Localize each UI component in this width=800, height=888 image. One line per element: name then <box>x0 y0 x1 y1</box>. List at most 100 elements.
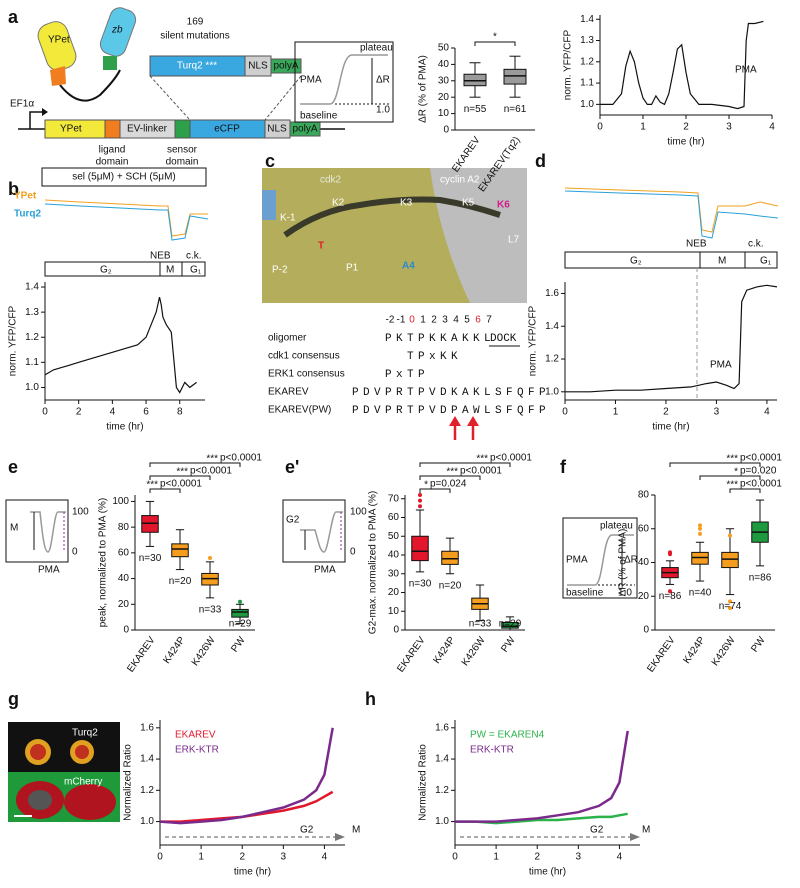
label: sensor <box>167 145 198 156</box>
x-tick-label: EKAREV <box>125 635 157 675</box>
ligand-shape <box>50 66 66 86</box>
seq-position: 6 <box>475 315 481 326</box>
legend-label: Turq2 <box>14 209 41 220</box>
label: PMA <box>300 75 322 86</box>
cell-nucleus <box>30 744 46 760</box>
structure: cdk2 cyclin A2 K-1 K2 K3 K5 K6 T P-2 P1 … <box>262 168 527 303</box>
label: M <box>166 265 174 276</box>
y-axis-label: norm. YFP/CFP <box>563 29 574 100</box>
y-tick-label: 1.2 <box>545 354 559 365</box>
label: YPet <box>60 124 82 135</box>
label: silent mutations <box>160 31 229 42</box>
label: K3 <box>400 198 413 209</box>
y-tick-label: 1.4 <box>580 14 594 25</box>
seq-position: 7 <box>486 315 492 326</box>
inset: plateau PMA ΔR 1.0 baseline <box>562 517 638 599</box>
n-label: n=86 <box>749 573 772 584</box>
bracket <box>729 488 761 493</box>
x-axis-label: time (hr) <box>529 867 566 878</box>
series-line <box>159 727 334 825</box>
annotation: G2 <box>590 825 604 836</box>
x-tick-label: 2 <box>683 122 689 133</box>
bracket <box>419 475 481 480</box>
seq-row-sequence: PxTP <box>385 369 429 381</box>
inset-curve <box>300 511 343 553</box>
x-axis-label: time (hr) <box>234 867 271 878</box>
bracket-label: p<0.0001 <box>740 479 782 490</box>
x-tick-label: K426W <box>460 634 488 668</box>
bracket-stars: *** <box>476 454 488 465</box>
label: ligand <box>99 145 126 156</box>
seq-position: 4 <box>453 315 459 326</box>
bracket-label: p=0.020 <box>740 466 777 477</box>
phase-bar <box>564 251 778 269</box>
x-tick-label: 1 <box>198 852 204 863</box>
bracket-stars: *** <box>176 467 188 478</box>
trace <box>564 187 779 233</box>
label: eCFP <box>214 124 240 135</box>
chart: 1.0 1.2 1.4 1.6 norm. YFP/CFP 0 1 2 3 4 time (hr) P… <box>528 282 778 433</box>
label: PMA <box>38 565 60 576</box>
label: YPet <box>48 35 70 46</box>
legend-label: PW = EKAREN4 <box>470 730 545 741</box>
sensor-shape <box>103 56 117 70</box>
y-tick-label: 10 <box>388 606 400 617</box>
micrograph: Turq2 mCherry <box>8 722 120 822</box>
box <box>231 608 249 618</box>
legend-label: EKAREV <box>175 730 216 741</box>
x-tick-label: K424P <box>431 635 457 666</box>
box <box>503 68 527 85</box>
seq-row-name: cdk1 consensus <box>268 351 340 362</box>
y-axis-label: ΔR (% of PMA) <box>618 529 629 597</box>
label: K2 <box>332 198 345 209</box>
y-tick-label: 80 <box>638 490 650 501</box>
label: 100 <box>72 507 89 518</box>
bracket <box>699 475 761 480</box>
seq-row-sequence: PKTPKKAKKL <box>385 333 495 345</box>
outlier <box>238 599 242 604</box>
label: baseline <box>300 111 338 122</box>
series-line <box>160 790 334 823</box>
bracket-label: p<0.0001 <box>220 453 262 464</box>
label: EF1α <box>10 99 34 110</box>
y-tick-label: 1.3 <box>580 35 594 46</box>
y-tick-label: 50 <box>438 43 450 54</box>
x-axis-label: time (hr) <box>667 137 704 148</box>
seq-position: 5 <box>464 315 470 326</box>
promoter-arrowhead <box>42 108 48 116</box>
y-tick-label: 20 <box>388 587 400 598</box>
label: plateau <box>600 521 633 532</box>
seq-row-sequence: TPxKK <box>407 351 462 363</box>
label: EV-linker <box>127 124 168 135</box>
bracket-label: p<0.0001 <box>490 453 532 464</box>
y-tick-label: 1.4 <box>140 754 154 765</box>
y-tick-label: 60 <box>388 512 400 523</box>
label: plateau <box>360 43 393 54</box>
outlier <box>668 589 672 594</box>
outlier <box>728 533 732 538</box>
label: cdk2 <box>320 175 342 186</box>
label: L7 <box>508 235 520 246</box>
zoom-line <box>264 75 302 121</box>
chart: 1.0 1.1 1.2 1.3 1.4 norm. YFP/CFP 0 1 2 3 4 time (h… <box>563 14 776 148</box>
label: Turq2 *** <box>177 61 217 72</box>
bracket-label: p=0.024 <box>430 479 467 490</box>
chart: 1.0 1.1 1.2 1.3 1.4 norm. YFP/CFP 0 2 4 6 8 time (h… <box>8 282 205 433</box>
label: A4 <box>402 261 415 272</box>
seq-dock: DOCK <box>490 333 517 345</box>
bracket <box>419 488 451 493</box>
panel-label: a <box>8 7 19 27</box>
b-header: sel (5μM) + SCH (5μM) YPet Turq2 NEB c.k… <box>14 167 209 277</box>
y-tick-label: 1.4 <box>435 754 449 765</box>
y-tick-label: 1.0 <box>140 816 154 827</box>
label: G2 <box>286 515 300 526</box>
outlier <box>698 526 702 531</box>
annotation: M <box>352 825 360 836</box>
bracket-stars: * <box>424 480 428 491</box>
x-tick-label: PW <box>229 634 248 654</box>
x-tick-label: 1 <box>640 122 646 133</box>
cell-nucleus <box>28 790 52 810</box>
legend-label: ERK-KTR <box>175 745 219 756</box>
y-axis-label: ΔR (% of PMA) <box>418 55 429 123</box>
